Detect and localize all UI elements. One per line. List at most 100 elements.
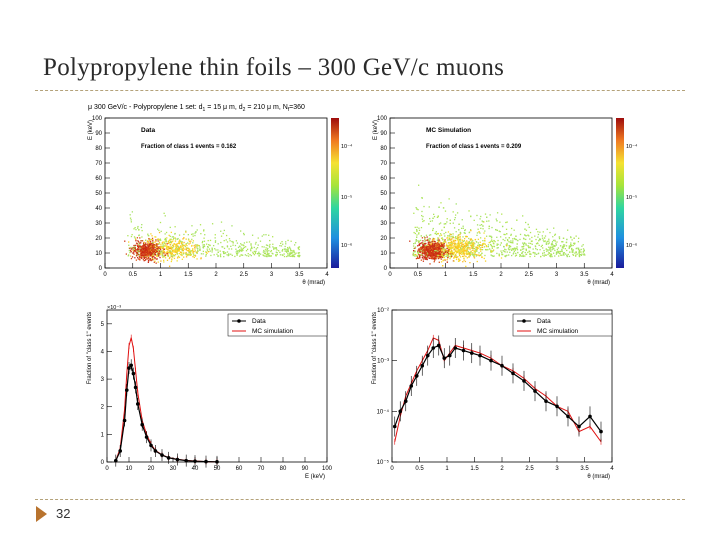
heatmap-cell [443, 251, 445, 253]
heatmap-cell [175, 238, 177, 240]
x-tick-label: 0.5 [415, 466, 424, 472]
y-tick-label: 70 [380, 161, 387, 167]
heatmap-cell [134, 226, 136, 229]
heatmap-cell [180, 245, 182, 247]
heatmap-cell [534, 235, 536, 237]
heatmap-cell [440, 245, 442, 247]
heatmap-cell [446, 243, 448, 245]
heatmap-cell [156, 253, 159, 255]
data-point [129, 363, 133, 368]
heatmap-cell [256, 252, 259, 255]
data-point [149, 443, 153, 448]
heatmap-cell [235, 240, 238, 242]
data-point [522, 379, 526, 383]
heatmap-cell [154, 241, 156, 243]
heatmap-cell [170, 248, 172, 251]
y-tick-label: 50 [380, 191, 387, 197]
heatmap-cell [424, 242, 426, 245]
heatmap-cell [271, 236, 274, 238]
heatmap-cell [238, 250, 241, 253]
heatmap-cell [159, 248, 162, 251]
heatmap-cell [416, 256, 419, 258]
heatmap-cell [420, 250, 422, 252]
heatmap-cell [509, 241, 512, 244]
heatmap-cell [472, 253, 474, 255]
heatmap-cell [478, 231, 480, 233]
heatmap-cell [446, 259, 448, 261]
heatmap-cell [129, 217, 132, 219]
heatmap-cell [250, 243, 252, 245]
heatmap-cell [168, 251, 170, 254]
heatmap-cell [136, 250, 139, 252]
heatmap-cell [454, 255, 456, 257]
heatmap-cell [134, 244, 136, 246]
heatmap-cell [167, 245, 170, 248]
heatmap-cell [435, 245, 437, 247]
heatmap-cell [147, 252, 150, 254]
heatmap-cell [194, 232, 196, 234]
heatmap-cell [215, 249, 217, 251]
heatmap-cell [136, 243, 138, 245]
heatmap-cell [165, 240, 167, 243]
heatmap-cell [429, 241, 431, 244]
heatmap-cell [436, 239, 439, 241]
data-point [114, 458, 118, 463]
heatmap-cell [434, 251, 436, 253]
y-tick-label: 0 [384, 266, 388, 272]
heatmap-cell [141, 252, 143, 255]
heatmap-cell [460, 244, 463, 246]
heatmap-cell [506, 221, 508, 223]
heatmap-cell [498, 254, 500, 256]
heatmap-cell [152, 259, 154, 261]
heatmap-cell [449, 253, 452, 255]
y-tick-label: 80 [380, 146, 387, 152]
heatmap-cell [147, 246, 149, 248]
heatmap-cell [427, 251, 429, 253]
heatmap-cell [434, 256, 436, 258]
y-tick-label: 80 [95, 146, 102, 152]
data-heatmap-panel: 0 0.5 1 1.5 2 2.5 3 3.5 40102030405060708090100θ… [88, 116, 353, 286]
heatmap-cell [440, 242, 442, 244]
heatmap-cell [423, 205, 425, 208]
heatmap-cell [468, 241, 471, 243]
heatmap-cell [253, 254, 256, 256]
heatmap-cell [505, 249, 507, 251]
legend-box [512, 313, 613, 337]
heatmap-cell [554, 249, 556, 252]
heatmap-cell [166, 253, 168, 255]
heatmap-cell [183, 256, 185, 258]
heatmap-cell [444, 239, 446, 241]
heatmap-cell [160, 245, 162, 248]
heatmap-cell [490, 237, 493, 239]
heatmap-cell [444, 248, 446, 250]
heatmap-cell [515, 252, 517, 255]
heatmap-cell [557, 252, 559, 254]
heatmap-cell [454, 239, 457, 242]
heatmap-cell [421, 237, 424, 239]
heatmap-cell [464, 242, 466, 245]
heatmap-cell [264, 249, 267, 251]
heatmap-cell [185, 249, 188, 251]
heatmap-cell [184, 248, 186, 250]
heatmap-cell [455, 245, 457, 247]
heatmap-cell [490, 250, 493, 252]
heatmap-cell [139, 242, 141, 244]
heatmap-cell [236, 254, 238, 256]
heatmap-cell [488, 235, 491, 237]
heatmap-cell [186, 250, 188, 252]
heatmap-cell [152, 243, 154, 245]
heatmap-cell [210, 254, 212, 257]
y-tick-label: 10 [380, 251, 387, 257]
heatmap-cell [477, 254, 479, 256]
heatmap-cell [472, 240, 474, 242]
heatmap-cell [443, 249, 445, 251]
heatmap-points [409, 184, 586, 268]
heatmap-cell [201, 242, 204, 244]
heatmap-cell [460, 245, 462, 247]
heatmap-cell [432, 252, 434, 254]
heatmap-cell [276, 253, 278, 256]
heatmap-cell [446, 253, 449, 255]
heatmap-cell [151, 256, 154, 259]
heatmap-cell [169, 235, 171, 237]
heatmap-cell [290, 252, 292, 254]
